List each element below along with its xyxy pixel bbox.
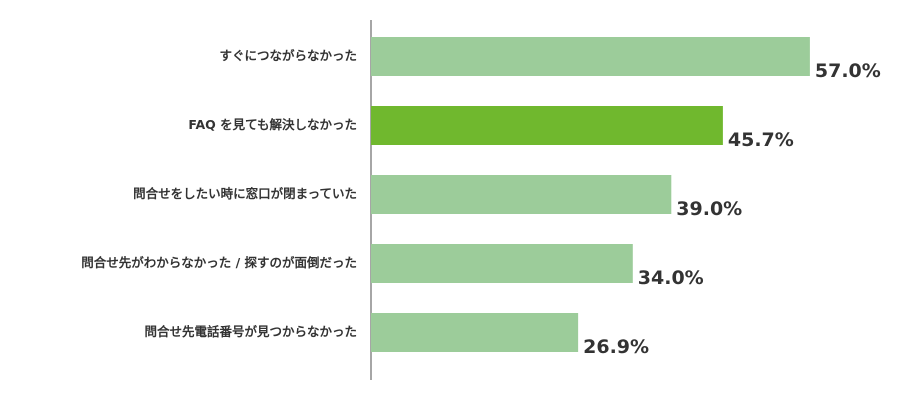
value-label: 45.7%: [728, 129, 794, 151]
category-label: 問合せ先がわからなかった / 探すのが面倒だった: [81, 255, 357, 270]
value-label: 57.0%: [815, 60, 881, 82]
value-label: 34.0%: [638, 267, 704, 289]
category-label: 問合せをしたい時に窓口が閉まっていた: [133, 186, 357, 201]
bar: [371, 37, 810, 76]
category-label: FAQ を見ても解決しなかった: [188, 117, 357, 132]
bar: [371, 244, 633, 283]
bar: [371, 175, 672, 214]
category-label: 問合せ先電話番号が見つからなかった: [144, 324, 357, 339]
bar: [371, 106, 723, 145]
category-label: すぐにつながらなかった: [219, 48, 357, 63]
bar: [371, 313, 579, 352]
value-label: 39.0%: [676, 198, 742, 220]
value-label: 26.9%: [583, 336, 649, 358]
